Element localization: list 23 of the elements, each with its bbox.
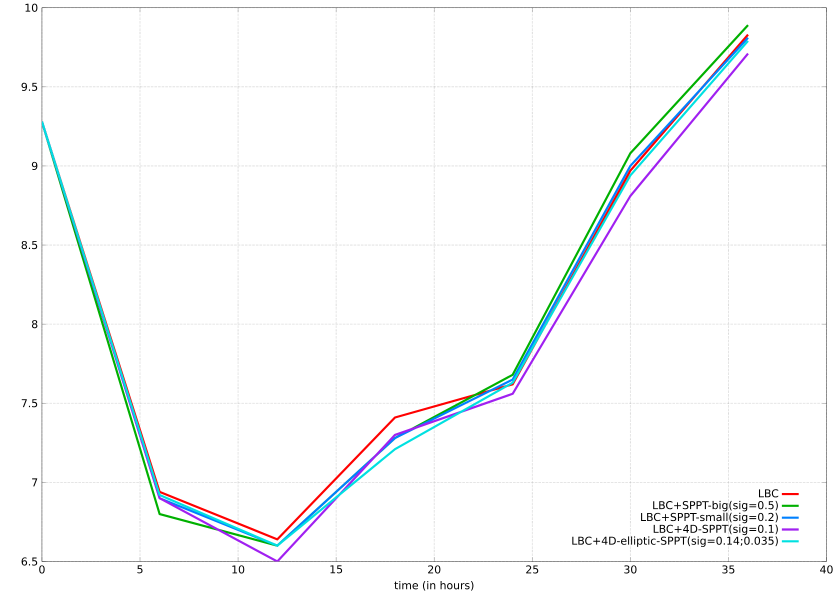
y-tick-label: 8.5 [22, 240, 38, 250]
x-tick-label: 20 [428, 565, 440, 574]
x-tick-label: 15 [330, 565, 342, 574]
y-tick-label: 7.5 [22, 399, 38, 408]
legend-label: LBC+SPPT-small(sig=0.2) [641, 512, 778, 524]
legend-label: LBC+4D-elliptic-SPPT(sig=0.14;0.035) [572, 536, 778, 547]
x-tick-label: 35 [722, 565, 734, 574]
y-tick-label: 7 [32, 478, 38, 486]
x-tick-label: 40 [820, 565, 833, 574]
y-tick-label: 6.5 [22, 557, 38, 566]
x-axis-title: time (in hours) [394, 580, 474, 590]
y-tick-label: 9 [32, 162, 38, 170]
x-tick-label: 25 [526, 565, 538, 574]
y-tick-label: 10 [26, 3, 38, 12]
x-tick-label: 5 [137, 565, 143, 574]
y-tick-label: 9.5 [22, 82, 38, 91]
x-tick-label: 10 [232, 565, 244, 574]
legend-label: LBC [758, 489, 778, 498]
legend-label: LBC+4D-SPPT(sig=0.1) [654, 524, 778, 535]
legend-label: LBC+SPPT-big(sig=0.5) [653, 500, 778, 512]
x-tick-label: 30 [624, 565, 637, 574]
y-tick-label: 8 [32, 320, 38, 328]
x-tick-label: 0 [39, 565, 45, 574]
